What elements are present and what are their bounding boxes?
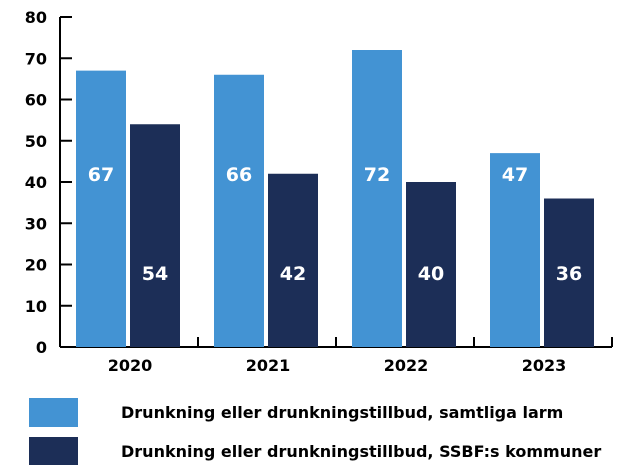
y-axis: 0 10 20 30 40 50 60 70 80 [25,8,72,357]
data-label: 36 [556,263,582,285]
bar-2023-series-2 [544,198,594,347]
y-tick-label: 40 [25,173,47,192]
y-tick-label: 50 [25,132,47,151]
x-tick-label: 2023 [522,356,567,375]
data-label: 42 [280,263,306,285]
x-tick-label: 2020 [108,356,153,375]
bar-2020-series-1 [76,70,126,347]
x-tick-label: 2022 [384,356,429,375]
legend-swatch-1 [29,398,78,427]
y-tick-label: 0 [36,338,47,357]
data-label: 40 [418,263,444,285]
data-label: 54 [142,263,168,285]
data-label: 66 [226,164,252,186]
legend-swatch-2 [29,437,78,465]
bar-2023-series-1 [490,153,540,347]
legend-label-1: Drunkning eller drunkningstillbud, samtl… [121,403,563,422]
y-tick-label: 80 [25,8,47,27]
bar-2020-series-2 [130,124,180,347]
x-tick-label: 2021 [246,356,291,375]
bars: 67 54 66 42 72 40 47 36 [76,50,594,347]
data-label: 67 [88,164,114,186]
bar-2022-series-1 [352,50,402,347]
y-tick-label: 60 [25,91,47,110]
legend: Drunkning eller drunkningstillbud, samtl… [29,398,601,465]
bar-2021-series-1 [214,74,264,347]
y-tick-label: 20 [25,256,47,275]
y-tick-label: 70 [25,49,47,68]
y-tick-label: 30 [25,214,47,233]
data-label: 72 [364,164,390,186]
bar-2022-series-2 [406,182,456,347]
data-label: 47 [502,164,528,186]
y-tick-label: 10 [25,297,47,316]
bar-2021-series-2 [268,173,318,347]
legend-label-2: Drunkning eller drunkningstillbud, SSBF:… [121,442,601,461]
